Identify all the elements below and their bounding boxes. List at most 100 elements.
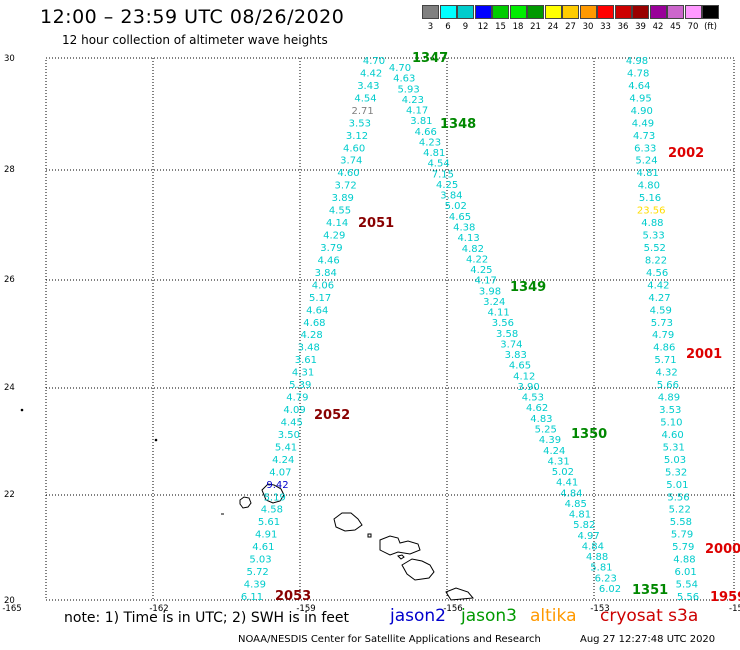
swh-point-label: 5.82	[573, 520, 595, 531]
swh-point-label: 5.56	[667, 492, 689, 503]
swh-point-label: 4.85	[565, 499, 587, 510]
swh-point-label: 4.91	[255, 530, 277, 541]
swh-point-label: 5.22	[669, 505, 691, 516]
island-lanai	[367, 533, 372, 538]
swh-point-label: 4.68	[303, 318, 325, 329]
swh-point-label: 6.01	[674, 567, 696, 578]
swh-point-label: 4.63	[393, 74, 415, 85]
swh-point-label: 5.39	[289, 380, 311, 391]
swh-point-label: 5.93	[397, 84, 419, 95]
legend-label: 30	[582, 22, 594, 32]
legend-label: 27	[565, 22, 576, 32]
pass-number-label: 2001	[686, 347, 722, 362]
legend-label: 18	[512, 22, 524, 32]
swh-point-label: 4.65	[449, 212, 471, 223]
legend-label: 36	[617, 22, 629, 32]
island-big-south	[445, 587, 474, 601]
swh-point-label: 4.70	[389, 63, 411, 74]
legend-jason3: jason3	[461, 606, 517, 626]
x-tick-label: -162	[149, 604, 168, 614]
swh-point-label: 3.53	[349, 118, 371, 129]
swh-point-label: 9.42	[266, 480, 288, 491]
legend-swatch	[614, 5, 632, 19]
pass-number-label: 1350	[571, 427, 607, 442]
swh-point-label: 4.98	[626, 56, 648, 67]
swh-point-label: 4.25	[470, 265, 492, 276]
swh-point-label: 3.56	[492, 318, 514, 329]
swh-point-label: 4.97	[577, 531, 599, 542]
island-hawaii	[401, 558, 435, 581]
swh-point-label: 4.64	[306, 305, 328, 316]
pass-number-label: 1959	[710, 590, 740, 605]
swh-point-label: 8.22	[645, 255, 667, 266]
swh-point-label: 5.31	[663, 442, 685, 453]
swh-point-label: 4.73	[633, 131, 655, 142]
swh-point-label: 4.84	[560, 488, 582, 499]
swh-point-label: 5.02	[552, 467, 574, 478]
legend-label: 21	[530, 22, 541, 32]
island-dot-mid	[154, 438, 158, 442]
swh-point-label: 4.24	[543, 446, 565, 457]
page-subtitle: 12 hour collection of altimeter wave hei…	[62, 33, 328, 47]
y-tick-label: 26	[4, 275, 15, 285]
swh-point-label: 5.41	[275, 442, 297, 453]
swh-point-label: 4.90	[631, 106, 653, 117]
x-tick-label: -15	[729, 604, 740, 614]
swh-point-label: 4.23	[402, 95, 424, 106]
legend-swatch	[632, 5, 649, 19]
swh-point-label: 5.81	[590, 563, 612, 574]
swh-point-label: 4.88	[641, 218, 663, 229]
swh-point-label: 5.24	[635, 156, 657, 167]
x-tick-label: -153	[590, 604, 609, 614]
credit-line: NOAA/NESDIS Center for Satellite Applica…	[238, 634, 541, 645]
swh-point-label: 4.11	[487, 308, 509, 319]
swh-point-label: 2.71	[352, 106, 374, 117]
island-oahu	[261, 483, 285, 504]
swh-point-label: 6.23	[595, 573, 617, 584]
swh-point-label: 4.88	[673, 555, 695, 566]
swh-point-label: 3.98	[479, 286, 501, 297]
swh-point-label: 4.31	[547, 456, 569, 467]
swh-point-label: 6.33	[634, 143, 656, 154]
swh-point-label: 4.70	[363, 56, 385, 67]
x-tick-label: -165	[2, 604, 21, 614]
swh-point-label: 4.81	[569, 510, 591, 521]
swh-point-label: 4.17	[406, 106, 428, 117]
swh-point-label: 3.84	[315, 268, 337, 279]
swh-point-label: 4.07	[269, 467, 291, 478]
legend-swatch	[527, 5, 544, 19]
pass-number-label: 1351	[632, 583, 668, 598]
legend-cryosat-s3a: cryosat s3a	[600, 606, 699, 626]
swh-point-label: 4.89	[658, 393, 680, 404]
swh-point-label: 4.82	[462, 244, 484, 255]
swh-point-label: 3.84	[440, 191, 462, 202]
swh-point-label: 5.03	[249, 555, 271, 566]
legend-label: 9	[462, 22, 469, 32]
swh-point-label: 4.54	[354, 93, 376, 104]
swh-point-label: 4.39	[539, 435, 561, 446]
pass-labels: 1347 1348 1349 1350 1351 2051 2052 2053 2002 2001…	[275, 51, 740, 605]
swh-point-label: 3.81	[410, 116, 432, 127]
swh-point-label: 4.31	[292, 368, 314, 379]
swh-point-label: 5.58	[670, 517, 692, 528]
swh-point-label: 4.39	[244, 580, 266, 591]
swh-point-label: 4.12	[513, 371, 535, 382]
swh-point-label: 5.17	[309, 293, 331, 304]
swh-point-label: 4.29	[323, 231, 345, 242]
hawaiian-islands	[20, 408, 474, 601]
swh-point-label: 3.74	[340, 156, 362, 167]
swh-point-label: 6.11	[241, 592, 263, 603]
swh-point-label: 3.43	[357, 81, 379, 92]
legend-swatch	[457, 5, 474, 19]
pass-number-label: 2052	[314, 408, 350, 423]
swh-point-label: 4.49	[632, 118, 654, 129]
swh-point-label: 5.73	[651, 318, 673, 329]
legend-label: 3	[427, 22, 434, 32]
swh-point-label: 4.79	[652, 330, 674, 341]
x-tick-label: -156	[443, 604, 462, 614]
swh-point-label: 5.79	[671, 530, 693, 541]
swh-point-label: 5.01	[666, 480, 688, 491]
legend-swatch	[649, 5, 667, 19]
y-tick-label: 24	[4, 383, 15, 393]
